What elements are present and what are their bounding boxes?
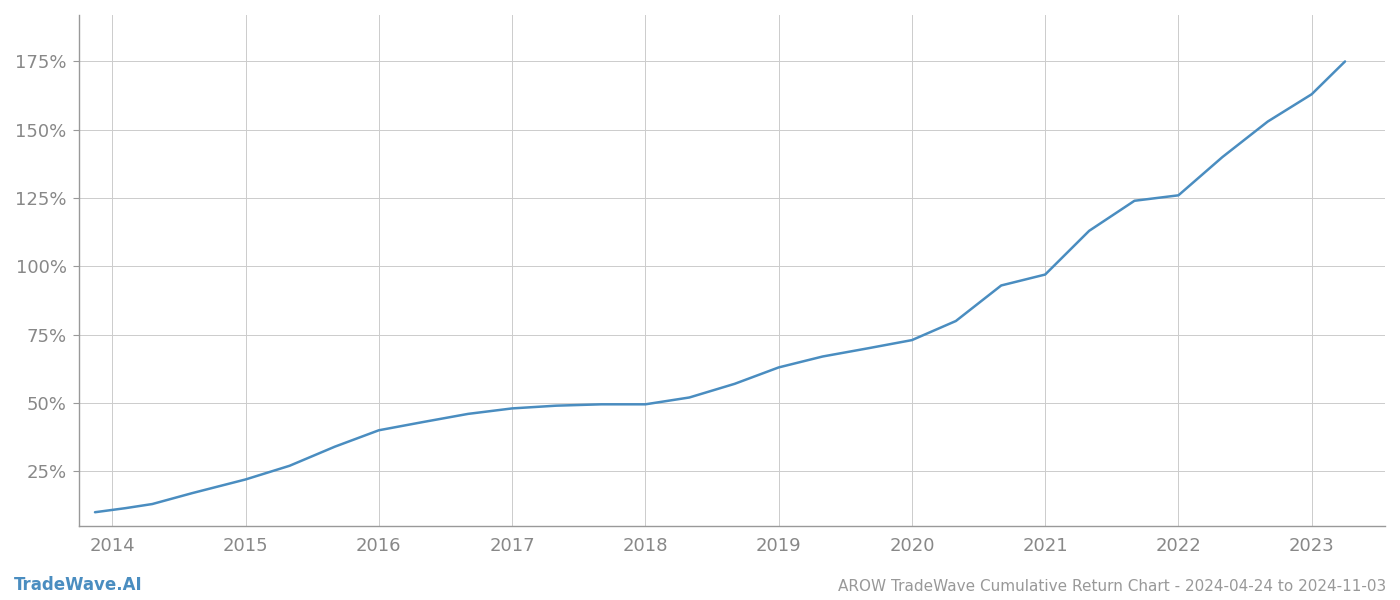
Text: AROW TradeWave Cumulative Return Chart - 2024-04-24 to 2024-11-03: AROW TradeWave Cumulative Return Chart -… (837, 579, 1386, 594)
Text: TradeWave.AI: TradeWave.AI (14, 576, 143, 594)
